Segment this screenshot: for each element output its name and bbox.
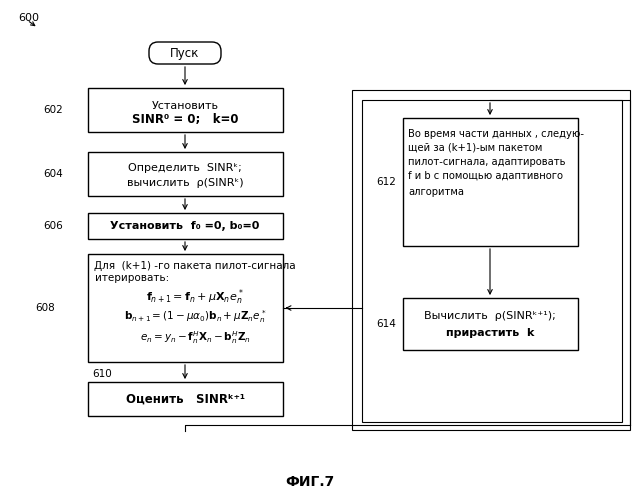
Text: 614: 614 [376,319,396,329]
Text: $e_n = y_n - \mathbf{f}_n^H\mathbf{X}_n - \mathbf{b}_n^H\mathbf{Z}_n$: $e_n = y_n - \mathbf{f}_n^H\mathbf{X}_n … [140,330,250,346]
Text: 608: 608 [36,303,55,313]
Text: SINR⁰ = 0;   k=0: SINR⁰ = 0; k=0 [132,114,238,126]
Text: вычислить  ρ(SINRᵏ): вычислить ρ(SINRᵏ) [127,178,243,188]
Text: Определить  SINRᵏ;: Определить SINRᵏ; [128,163,242,173]
Text: Во время части данных , следую-: Во время части данных , следую- [408,129,585,139]
Text: алгоритма: алгоритма [408,187,464,197]
Text: 600: 600 [18,13,39,23]
Text: Пуск: Пуск [170,46,199,60]
Text: 612: 612 [376,177,396,187]
Bar [87,213,282,239]
Text: Оценить   SINRᵏ⁺¹: Оценить SINRᵏ⁺¹ [125,392,245,406]
Text: прирастить  k: прирастить k [446,328,534,338]
Bar [403,118,578,246]
Text: $\mathbf{f}_{n+1} = \mathbf{f}_n + \mu\mathbf{X}_n e_n^*$: $\mathbf{f}_{n+1} = \mathbf{f}_n + \mu\m… [146,287,244,307]
Bar [352,90,630,430]
Text: ФИГ.7: ФИГ.7 [285,475,334,489]
Bar [87,88,282,132]
Text: f и b с помощью адаптивного: f и b с помощью адаптивного [408,171,564,181]
Text: Для  (k+1) -го пакета пилот-сигнала: Для (k+1) -го пакета пилот-сигнала [94,261,296,271]
Bar [403,298,578,350]
Text: щей за (k+1)-ым пакетом: щей за (k+1)-ым пакетом [408,143,543,153]
Text: 610: 610 [92,369,112,379]
Text: Установить: Установить [152,101,218,111]
Text: 606: 606 [43,221,62,231]
Text: итерировать:: итерировать: [94,273,169,283]
Text: 604: 604 [43,169,62,179]
Text: Вычислить  ρ(SINRᵏ⁺¹);: Вычислить ρ(SINRᵏ⁺¹); [424,311,556,321]
Text: 602: 602 [43,105,62,115]
Bar [87,254,282,362]
Text: Установить  f₀ =0, b₀=0: Установить f₀ =0, b₀=0 [110,221,260,231]
Bar [87,152,282,196]
Bar [362,100,622,422]
Bar [87,382,282,416]
FancyBboxPatch shape [149,42,221,64]
Text: $\mathbf{b}_{n+1} = (1-\mu\alpha_0)\mathbf{b}_n + \mu\mathbf{Z}_n e_n^*$: $\mathbf{b}_{n+1} = (1-\mu\alpha_0)\math… [124,308,266,326]
Text: пилот-сигнала, адаптировать: пилот-сигнала, адаптировать [408,157,566,167]
